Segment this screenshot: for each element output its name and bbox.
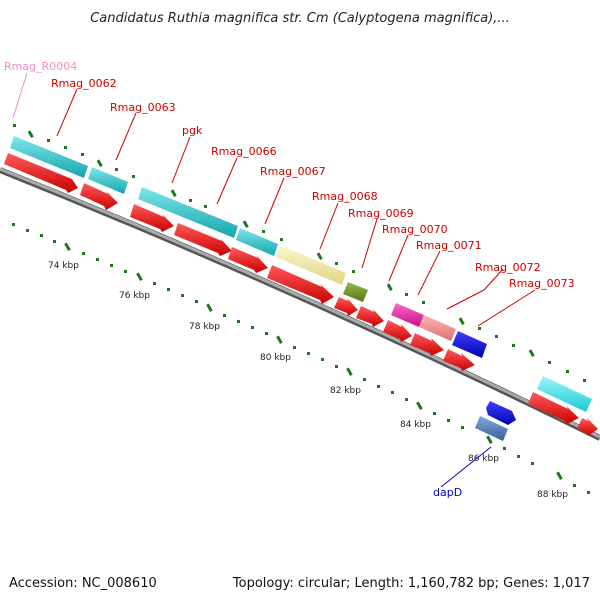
cog-feature-rmag-0066[interactable]: [236, 228, 278, 256]
scale-label-84kbp: 84 kbp: [400, 420, 431, 430]
cds-arrow-rmag-0062[interactable]: [4, 153, 78, 193]
scale-labels: 74 kbp 76 kbp 78 kbp 80 kbp 82 kbp 84 kb…: [48, 261, 568, 500]
map-title: Candidatus Ruthia magnifica str. Cm (Cal…: [90, 11, 510, 26]
cog-feature-dapd-arrow[interactable]: [486, 401, 516, 425]
cog-feature-track: [10, 136, 592, 412]
gene-label-rmag-0069[interactable]: Rmag_0069: [348, 207, 414, 220]
scale-label-78kbp: 78 kbp: [189, 322, 220, 332]
tick-track-inner: [12, 223, 590, 494]
cog-feature-rmag-0068[interactable]: [343, 282, 368, 302]
scale-label-74kbp: 74 kbp: [48, 261, 79, 271]
scale-label-86kbp: 86 kbp: [468, 454, 499, 464]
scale-label-82kbp: 82 kbp: [330, 386, 361, 396]
cds-arrow-rmag-0070[interactable]: [356, 306, 384, 327]
gene-label-rmag-0071[interactable]: Rmag_0071: [416, 239, 482, 252]
cds-arrow-right-1[interactable]: [528, 392, 579, 424]
topology-text: Topology: circular; Length: 1,160,782 bp…: [232, 576, 590, 591]
cog-feature-pgk[interactable]: [138, 187, 238, 238]
genome-backbone: [0, 167, 600, 441]
label-leaders: [12, 72, 536, 488]
gene-label-rmag-0066[interactable]: Rmag_0066: [211, 145, 277, 158]
cog-feature-rmag-0071[interactable]: [419, 315, 456, 341]
gene-labels: Rmag_R0004 Rmag_0062 Rmag_0063 pgk Rmag_…: [4, 60, 575, 499]
gene-label-rmag-0062[interactable]: Rmag_0062: [51, 77, 117, 90]
scale-label-76kbp: 76 kbp: [119, 291, 150, 301]
cog-feature-rmag-0072[interactable]: [452, 331, 487, 358]
scale-label-88kbp: 88 kbp: [537, 490, 568, 500]
cds-forward-track: [4, 153, 598, 436]
accession-text: Accession: NC_008610: [9, 576, 157, 591]
cds-arrow-pgk[interactable]: [130, 204, 174, 232]
cog-feature-dapd[interactable]: [475, 416, 508, 441]
tick-track-outer: [13, 124, 586, 382]
scale-label-80kbp: 80 kbp: [260, 353, 291, 363]
cog-feature-rmag-0063[interactable]: [88, 167, 128, 194]
gene-label-rmag-0063[interactable]: Rmag_0063: [110, 101, 176, 114]
cds-arrow-rmag-0071[interactable]: [383, 320, 412, 342]
cds-reverse-track: [475, 401, 516, 441]
cds-arrow-rmag-0066[interactable]: [174, 223, 232, 256]
gene-label-pgk[interactable]: pgk: [182, 124, 203, 137]
cds-arrow-rmag-0069[interactable]: [334, 297, 358, 316]
cds-arrow-rmag-0068[interactable]: [267, 265, 334, 304]
cog-feature-right[interactable]: [537, 376, 592, 412]
cds-arrow-rmag-0072[interactable]: [410, 333, 444, 356]
cds-arrow-rmag-0067[interactable]: [228, 247, 268, 273]
cog-feature-rmag-0062[interactable]: [10, 136, 88, 178]
cds-arrow-rmag-0063[interactable]: [80, 183, 118, 210]
gene-label-rmag-0068[interactable]: Rmag_0068: [312, 190, 378, 203]
gene-label-rmag-0070[interactable]: Rmag_0070: [382, 223, 448, 236]
gene-label-rmag-0067[interactable]: Rmag_0067: [260, 165, 326, 178]
gene-label-rmag-0073[interactable]: Rmag_0073: [509, 277, 575, 290]
cog-feature-rmag-0067[interactable]: [276, 245, 346, 285]
gene-label-rmag-0072[interactable]: Rmag_0072: [475, 261, 541, 274]
cds-arrow-rmag-0073[interactable]: [443, 349, 475, 371]
cog-feature-rmag-0070[interactable]: [391, 303, 424, 327]
gene-label-dapd[interactable]: dapD: [433, 486, 462, 499]
cds-arrow-right-2[interactable]: [577, 418, 598, 436]
rna-label-rmag-r0004[interactable]: Rmag_R0004: [4, 60, 77, 73]
